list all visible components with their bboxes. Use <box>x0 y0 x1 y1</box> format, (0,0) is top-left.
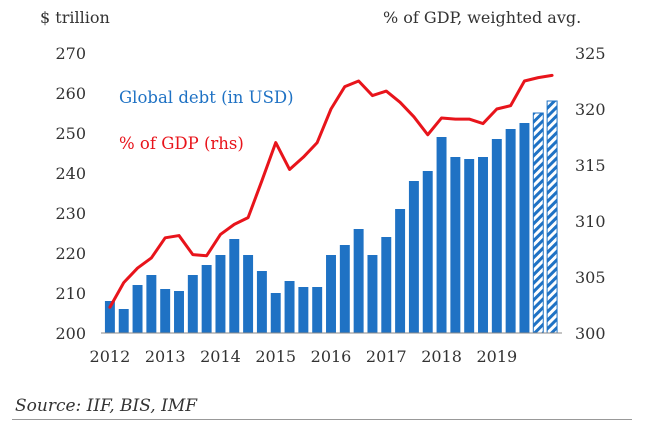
source-divider <box>12 419 632 420</box>
x-tick-label: 2015 <box>255 347 296 366</box>
debt-bars <box>104 100 558 334</box>
debt-bar <box>464 159 475 333</box>
left-tick-label: 210 <box>55 284 86 303</box>
debt-bar <box>229 239 240 333</box>
left-tick-label: 200 <box>55 324 86 343</box>
debt-bar <box>436 137 447 333</box>
x-tick-label: 2019 <box>476 347 517 366</box>
legend-global-debt: Global debt (in USD) <box>119 88 294 107</box>
debt-bar <box>381 237 392 333</box>
debt-bar <box>478 157 488 333</box>
debt-bar <box>339 245 350 333</box>
debt-bar <box>118 309 129 333</box>
debt-bar <box>201 265 212 333</box>
left-tick-label: 240 <box>55 164 86 183</box>
left-tick-label: 250 <box>55 124 86 143</box>
left-tick-label: 270 <box>55 44 86 63</box>
debt-bar <box>270 293 281 333</box>
gdp-ratio-line <box>108 73 554 309</box>
right-tick-label: 305 <box>575 268 606 287</box>
debt-bar-estimate <box>532 112 544 334</box>
left-tick-label: 260 <box>55 84 86 103</box>
x-tick-label: 2017 <box>366 347 407 366</box>
right-tick-label: 325 <box>575 44 606 63</box>
x-tick-label: 2013 <box>145 347 186 366</box>
debt-bar <box>422 171 433 333</box>
x-tick-label: 2014 <box>200 347 241 366</box>
debt-bar <box>491 139 502 333</box>
chart: $ trillion % of GDP, weighted avg. 200 21… <box>40 8 606 366</box>
x-tick-label: 2012 <box>90 347 131 366</box>
x-axis-ticks: 2012 2013 2014 2015 2016 2017 2018 2019 <box>90 347 518 366</box>
debt-bar <box>326 255 336 333</box>
right-axis-ticks: 300 305 310 315 320 325 <box>575 44 606 343</box>
debt-bar <box>160 289 171 333</box>
left-tick-label: 230 <box>55 204 86 223</box>
debt-bar <box>146 275 157 333</box>
x-tick-label: 2018 <box>421 347 462 366</box>
debt-bar <box>104 301 115 333</box>
right-axis-title: % of GDP, weighted avg. <box>383 8 581 27</box>
debt-bar <box>505 129 516 333</box>
source-note: Source: IIF, BIS, IMF <box>15 396 198 416</box>
left-tick-label: 220 <box>55 244 86 263</box>
left-axis-title: $ trillion <box>40 8 110 27</box>
debt-bar <box>187 275 198 333</box>
debt-bar <box>298 287 309 333</box>
debt-bar <box>174 291 184 333</box>
debt-bar <box>450 157 461 333</box>
debt-bar <box>367 255 378 333</box>
legend-gdp-ratio: % of GDP (rhs) <box>119 134 244 153</box>
debt-bar <box>284 281 295 333</box>
right-tick-label: 300 <box>575 324 606 343</box>
left-axis-ticks: 200 210 220 230 240 250 260 270 <box>55 44 86 343</box>
debt-bar-estimate <box>546 100 558 334</box>
right-tick-label: 320 <box>575 100 606 119</box>
x-tick-label: 2016 <box>311 347 352 366</box>
debt-bar <box>312 287 323 333</box>
debt-bar <box>395 209 406 333</box>
debt-bar <box>215 255 226 333</box>
debt-bar <box>256 271 267 333</box>
debt-bar <box>243 255 254 333</box>
right-tick-label: 310 <box>575 212 606 231</box>
right-tick-label: 315 <box>575 156 606 175</box>
debt-bar <box>408 181 419 333</box>
debt-bar <box>519 123 530 333</box>
debt-bar <box>132 285 143 333</box>
debt-bar <box>353 229 364 333</box>
